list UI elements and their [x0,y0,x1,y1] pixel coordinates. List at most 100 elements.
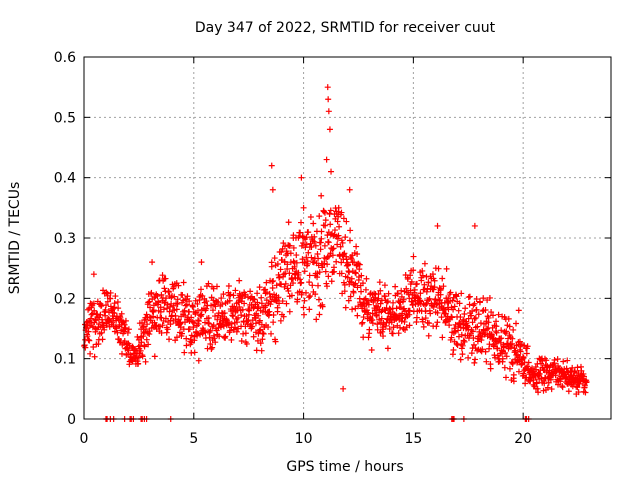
data-point [318,228,325,235]
data-point [268,330,275,337]
data-point [305,294,312,301]
data-point [439,334,446,341]
data-point [238,312,245,319]
data-point [86,337,93,344]
data-point [583,378,590,385]
data-point [552,372,559,379]
data-point [208,346,215,353]
data-point [575,389,582,396]
data-point [377,300,384,307]
data-point [510,378,517,385]
data-point [533,379,540,386]
data-point [482,307,489,314]
data-point [167,303,174,310]
data-point [290,244,297,251]
data-point [564,357,571,364]
data-point [428,283,435,290]
data-point [285,219,292,226]
data-point [410,253,417,260]
data-point [451,303,458,310]
data-point [219,301,226,308]
data-point [352,270,359,277]
data-point [354,312,361,319]
grid-layer [84,57,611,419]
data-point [359,280,366,287]
x-tick-label: 10 [295,431,313,447]
data-point [114,298,121,305]
data-point [330,232,337,239]
data-point [473,306,480,313]
data-point [465,354,472,361]
data-point [141,328,148,335]
data-point [352,269,359,276]
data-point [425,332,432,339]
data-point [135,354,142,361]
data-point [374,326,381,333]
data-point [431,277,438,284]
data-point [135,360,142,367]
data-point [242,291,249,298]
data-point [90,300,97,307]
data-point [503,328,510,335]
data-point [299,233,306,240]
data-point [266,308,273,315]
data-point [290,280,297,287]
data-point [487,365,494,372]
data-point [383,299,390,306]
data-point [482,329,489,336]
data-point [565,388,572,395]
data-point [323,283,330,290]
data-point [417,297,424,304]
data-point [325,108,332,115]
data-point [149,308,156,315]
data-point [471,300,478,307]
data-point [315,255,322,262]
data-point [186,317,193,324]
data-point [582,389,589,396]
data-point [256,284,263,291]
data-point [459,342,466,349]
data-point [301,297,308,304]
x-tick-label: 15 [404,431,422,447]
data-point [117,314,124,321]
data-point [551,357,558,364]
data-point [266,290,273,297]
data-point [346,186,353,193]
data-point [318,235,325,242]
data-point [163,295,170,302]
data-point [425,297,432,304]
data-point [344,274,351,281]
data-point [294,296,301,303]
data-point [500,344,507,351]
data-point [274,261,281,268]
data-point [316,311,323,318]
data-point [166,336,173,343]
data-point [97,311,104,318]
data-point [238,337,245,344]
data-point [517,348,524,355]
data-point [91,353,98,360]
data-point [321,209,328,216]
data-point [434,319,441,326]
data-point [373,311,380,318]
data-point [335,204,342,211]
data-point [469,328,476,335]
data-point [313,316,320,323]
data-point [523,350,530,357]
data-point [479,308,486,315]
data-point [362,286,369,293]
data-point [342,304,349,311]
data-point [401,305,408,312]
data-point [226,327,233,334]
y-tick-label: 0.1 [54,352,76,368]
data-point [498,327,505,334]
data-point [519,353,526,360]
data-point [340,385,347,392]
data-point [94,311,101,318]
data-point [333,258,340,265]
data-point [443,265,450,272]
data-point [104,298,111,305]
data-point [476,299,483,306]
data-point [475,311,482,318]
data-point [502,374,509,381]
